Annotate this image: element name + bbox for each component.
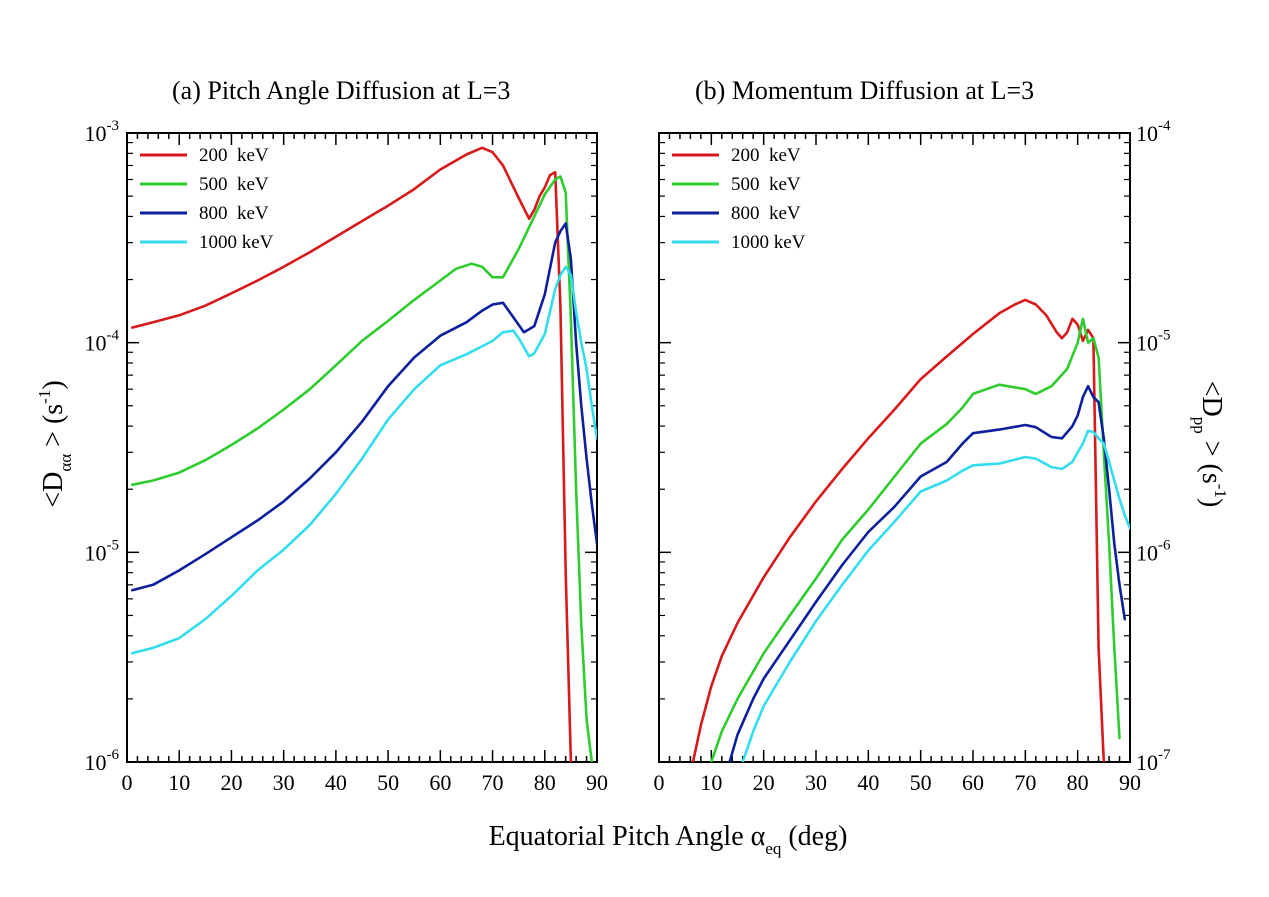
series-line-1: [691, 298, 1106, 762]
series-line-4: [130, 265, 597, 655]
x-tick-label: 0: [654, 770, 665, 795]
y-tick-label: 10-5: [85, 537, 120, 565]
series-line-3: [130, 222, 597, 592]
legend-label: 1000 keV: [199, 232, 274, 253]
shared-xlabel: Equatorial Pitch Angle αeq (deg): [489, 821, 848, 858]
x-tick-label: 80: [1067, 770, 1089, 795]
y-tick-label: 10-4: [1136, 118, 1171, 146]
y-tick-label: 10-6: [1136, 537, 1171, 565]
legend-label: 1000 keV: [731, 232, 806, 253]
x-tick-label: 60: [962, 770, 984, 795]
y-tick-label: 10-5: [1136, 328, 1171, 356]
legend-label: 500 keV: [199, 174, 269, 195]
x-tick-label: 90: [1119, 770, 1141, 795]
x-tick-label: 20: [753, 770, 775, 795]
series-line-2: [709, 317, 1121, 762]
y-tick-label: 10-3: [85, 118, 120, 146]
series-group: [130, 146, 597, 762]
legend-label: 200 keV: [731, 145, 801, 166]
panel-b-ylabel: <Dpp > (s-1): [1190, 381, 1230, 508]
series-line-3: [728, 384, 1127, 762]
x-tick-label: 70: [1014, 770, 1036, 795]
x-tick-label: 50: [377, 770, 399, 795]
x-tick-label: 30: [273, 770, 295, 795]
y-tick-label: 10-6: [85, 747, 120, 775]
x-tick-label: 10: [168, 770, 190, 795]
legend-label: 200 keV: [199, 145, 269, 166]
x-tick-label: 0: [122, 770, 133, 795]
x-tick-label: 70: [482, 770, 504, 795]
x-tick-label: 10: [700, 770, 722, 795]
series-line-2: [130, 175, 594, 762]
series-group: [691, 298, 1130, 762]
x-tick-label: 50: [910, 770, 932, 795]
panel-a: 0 10 20 30 40 50 60 70 80 90 10-6 10-5 10-4 10-3 200 k…: [85, 118, 609, 795]
x-tick-label: 20: [220, 770, 242, 795]
plot-frame: [126, 132, 598, 763]
x-tick-label: 80: [534, 770, 556, 795]
legend-label: 800 keV: [199, 203, 269, 224]
y-tick-label: 10-4: [85, 328, 120, 356]
panel-b-title: (b) Momentum Diffusion at L=3: [695, 76, 1034, 105]
panel-a-ylabel: <Dαα > (s-1): [35, 380, 75, 507]
plot-frame: [658, 132, 1131, 763]
legend-label: 800 keV: [731, 203, 801, 224]
x-tick-label: 90: [586, 770, 608, 795]
x-tick-label: 40: [325, 770, 347, 795]
legend: 200 keV 500 keV 800 keV 1000 keV: [672, 145, 806, 253]
y-tick-label: 10-7: [1136, 747, 1171, 775]
panel-a-title: (a) Pitch Angle Diffusion at L=3: [172, 76, 510, 105]
legend-label: 500 keV: [731, 174, 801, 195]
x-tick-label: 30: [805, 770, 827, 795]
x-tick-label: 40: [857, 770, 879, 795]
x-tick-label: 60: [429, 770, 451, 795]
series-line-4: [741, 429, 1130, 762]
legend: 200 keV 500 keV 800 keV 1000 keV: [140, 145, 274, 253]
series-line-1: [130, 146, 573, 762]
